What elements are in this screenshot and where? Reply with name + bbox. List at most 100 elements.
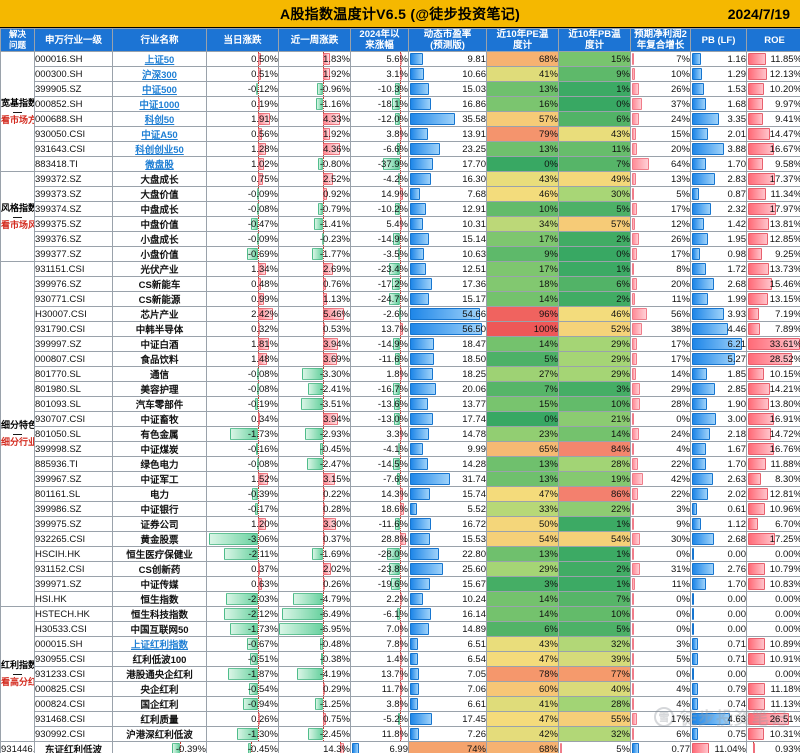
table-row[interactable]: 931790.CSI 中韩半导体 0.32% 0.53% 13.7% 56.50 100% 5… — [1, 321, 800, 337]
table-row[interactable]: H30007.CSI 芯片产业 2.42% 5.46% -2.6% 54.66 96% 46%… — [1, 306, 800, 322]
table-row[interactable]: 931233.CSI 港股通央企红利 -1.87% -4.19% 13.7% 7.05 78… — [1, 666, 800, 682]
cell-roe-value: 0.00% — [775, 623, 800, 635]
table-row[interactable]: 399967.SZ 中证军工 1.52% 3.15% -7.6% 31.74 13% 19% 4… — [1, 471, 800, 487]
table-row[interactable]: 000015.SH 上证红利指数 -0.67% -0.48% 7.8% 6.51 43% 32… — [1, 636, 800, 652]
table-row[interactable]: 801980.SL 美容护理 -0.08% -2.41% -16.7% 20.06 7% 3%… — [1, 381, 800, 397]
cell-roe: 14.47% — [746, 126, 800, 142]
table-row[interactable]: 399975.SZ 证券公司 1.20% 3.30% -11.6% 16.72 50% 1% 9… — [1, 516, 800, 532]
table-row[interactable]: 399373.SZ 大盘价值 -0.09% 0.92% 14.9% 7.68 46% 30% 5… — [1, 186, 800, 202]
table-row[interactable]: 宽基指数—看市场方向000016.SH上证500.50%1.83%5.6%9.8… — [0, 51, 800, 172]
cell-chg-ytd: -14.9% — [350, 231, 409, 247]
cell-roe-value: 16.91% — [769, 413, 800, 425]
cell-pe-temperature: 41% — [486, 696, 559, 712]
col-header-chg-day[interactable]: 当日涨跌 — [206, 28, 279, 52]
row-index-name[interactable]: 沪深300 — [112, 66, 207, 82]
row-index-name: 中证传媒 — [112, 576, 207, 592]
cell-pe-temperature: 54% — [486, 531, 559, 547]
col-header-pb-temp[interactable]: 近10年PB温 度计 — [558, 28, 631, 52]
cell-chg-day-value: -0.47% — [247, 218, 278, 230]
table-row[interactable]: 399376.SZ 小盘成长 -0.09% -0.23% -14.9% 15.14 17% 2… — [1, 231, 800, 247]
table-row[interactable]: 000688.SH 科创50 1.91% 4.33% -12.0% 35.58 57% 6% 2… — [1, 111, 800, 127]
table-row[interactable]: 399997.SZ 中证白酒 1.81% 3.94% -14.9% 18.47 14% 29%… — [1, 336, 800, 352]
col-header-chg-ytd[interactable]: 2024年以 来涨幅 — [350, 28, 409, 52]
col-header-roe[interactable]: ROE — [746, 28, 800, 52]
row-index-name[interactable]: 科创50 — [112, 111, 207, 127]
row-index-name[interactable]: 微盘股 — [112, 156, 207, 172]
table-row[interactable]: 000824.CSI 国企红利 -0.94% -1.25% 3.8% 6.61 41% 28%… — [1, 696, 800, 712]
table-row[interactable]: 000852.SH 中证1000 0.19% -1.16% -18.1% 16.86 16%… — [1, 96, 800, 112]
table-row[interactable]: 801093.SL 汽车零部件 -0.19% -3.51% -13.6% 13.77 15%… — [1, 396, 800, 412]
table-row[interactable]: 931446.CSI东证红利低波 -0.39% -0.45% 14.3% 6.9974%… — [0, 741, 800, 753]
table-row[interactable]: 399976.SZ CS新能车 0.48% 0.76% -17.2% 17.36 18% 6%… — [1, 276, 800, 292]
pb-temp-line1: 近10年PB温 — [568, 29, 621, 41]
cell-pb-temperature: 54% — [558, 531, 631, 547]
row-index-name[interactable]: 科创创业50 — [112, 141, 207, 157]
cell-chg-day-value: 1.34% — [251, 263, 278, 275]
table-row[interactable]: 801770.SL 通信 -0.08% -3.30% 1.8% 18.25 27% 29% 14… — [1, 366, 800, 382]
table-row[interactable]: 801050.SL 有色金属 -1.73% -2.93% 3.3% 14.78 23% 14%… — [1, 426, 800, 442]
cell-chg-ytd-value: -4.2% — [383, 173, 408, 185]
col-header-code[interactable]: 申万行业一级 — [34, 28, 113, 52]
table-row[interactable]: 399905.SZ 中证500 -0.12% -0.96% -10.3% 15.03 13%… — [1, 81, 800, 97]
row-index-name[interactable]: 中证1000 — [112, 96, 207, 112]
table-row[interactable]: 931643.CSI 科创创业50 1.28% 4.36% -6.6% 23.25 13% 1… — [1, 141, 800, 157]
cell-chg-day-value: -0.17% — [247, 503, 278, 515]
table-row[interactable]: 931152.CSI CS创新药 0.37% 2.02% -23.8% 25.60 29% 2… — [1, 561, 800, 577]
cell-chg-ytd-value: -37.9% — [377, 158, 408, 170]
cell-growth-2y-value: 4% — [676, 698, 690, 710]
table-row[interactable]: 885936.TI 绿色电力 -0.08% -2.47% -14.5% 14.28 13% 2… — [1, 456, 800, 472]
cell-pb-temperature: 1% — [558, 576, 631, 592]
col-header-group[interactable]: 解决 问题 — [0, 28, 35, 52]
table-row[interactable]: 930707.CSI 中证畜牧 0.34% 3.94% -13.0% 17.74 0% 21%… — [1, 411, 800, 427]
cell-pe-forward-value: 15.03 — [462, 83, 486, 95]
cell-chg-day: 1.52% — [206, 471, 279, 487]
table-row[interactable]: 000807.CSI 食品饮料 1.48% 3.69% -11.6% 18.50 5% 29%… — [1, 351, 800, 367]
table-row[interactable]: 883418.TI 微盘股 1.02% -0.80% -37.9% 17.70 0% 7% 64… — [1, 156, 800, 172]
table-row[interactable]: 红利指数—看高分红机会HSTECH.HK恒生科技指数-2.12%-6.49%-6… — [0, 606, 800, 742]
cell-chg-ytd: -7.6% — [350, 471, 409, 487]
table-row[interactable]: 801161.SL 电力 -0.39% 0.22% 14.3% 15.74 47% 86% 22… — [1, 486, 800, 502]
table-row[interactable]: 399377.SZ 小盘价值 -0.69% -1.77% -3.5% 10.63 9% 0% 1… — [1, 246, 800, 262]
col-header-growth[interactable]: 预期净利润2 年复合增长 — [630, 28, 691, 52]
table-row[interactable]: 930050.CSI 中证A50 0.56% 1.92% 3.8% 13.91 79% 43%… — [1, 126, 800, 142]
col-header-pb-lf[interactable]: PB (LF) — [690, 28, 747, 52]
table-row[interactable]: HSI.HK 恒生指数 -2.03% -4.79% 2.2% 10.24 14% 7% 0% 0.… — [1, 591, 800, 607]
table-row[interactable]: 风格指数—看市场风格399372.SZ大盘成长0.75%2.52%-4.2%16… — [0, 171, 800, 262]
col-header-pe-temp[interactable]: 近10年PE温 度计 — [486, 28, 559, 52]
cell-roe-value: 10.15% — [769, 368, 800, 380]
cell-pe-forward: 20.06 — [408, 381, 487, 397]
table-row[interactable]: 399971.SZ 中证传媒 0.63% 0.26% -19.6% 15.67 3% 1% 11… — [1, 576, 800, 592]
cell-growth-2y-value: 9% — [676, 518, 690, 530]
cell-growth-2y-value: 26% — [670, 83, 690, 95]
table-row[interactable]: 932265.CSI 黄金股票 -3.06% 0.37% 28.8% 15.53 54% 54… — [1, 531, 800, 547]
cell-ttm-roa-value: 0.93% — [775, 743, 800, 753]
table-row[interactable]: HSCIH.HK 恒生医疗保健业 -2.11% -1.69% -28.0% 22.80 13… — [1, 546, 800, 562]
cell-roe: 10.15% — [746, 366, 800, 382]
cell-roe: 0.00% — [746, 546, 800, 562]
row-index-name[interactable]: 中证500 — [112, 81, 207, 97]
table-row[interactable]: 399375.SZ 中盘价值 -0.47% -1.41% 5.4% 10.31 34% 57%… — [1, 216, 800, 232]
table-row[interactable]: 399986.SZ 中证银行 -0.17% 0.28% 18.6% 5.52 33% 22% 3… — [1, 501, 800, 517]
table-row[interactable]: 930992.CSI 沪港深红利低波 -1.30% -2.45% 11.8% 7.26 42… — [1, 726, 800, 742]
group-divider: — — [13, 211, 22, 222]
col-header-name[interactable]: 行业名称 — [112, 28, 207, 52]
row-index-name[interactable]: 上证50 — [112, 51, 207, 67]
table-row[interactable]: H30533.CSI 中国互联网50 -1.73% -6.95% 7.0% 14.89 6%… — [1, 621, 800, 637]
row-index-name: 证券公司 — [112, 516, 207, 532]
table-row[interactable]: 399374.SZ 中盘成长 -0.08% -0.79% -10.2% 12.91 10% 5… — [1, 201, 800, 217]
table-row[interactable]: 000825.CSI 央企红利 -0.54% 0.29% 11.7% 7.06 60% 40%… — [1, 681, 800, 697]
table-row[interactable]: 399998.SZ 中证煤炭 -0.16% -0.45% -4.1% 9.99 65% 84%… — [1, 441, 800, 457]
col-header-chg-week[interactable]: 近一周涨跌 — [278, 28, 351, 52]
col-header-pe-fwd[interactable]: 动态市盈率 (预测版) — [408, 28, 487, 52]
cell-chg-ytd: 14.9% — [350, 186, 409, 202]
table-row[interactable]: 细分特色行业—细分行业机会931151.CSI光伏产业1.34%2.69%-23… — [0, 261, 800, 607]
row-code: 930992.CSI — [34, 726, 113, 742]
row-index-name[interactable]: 中证A50 — [112, 126, 207, 142]
table-row[interactable]: 930955.CSI 红利低波100 -0.51% -0.38% 1.4% 6.54 47%… — [1, 651, 800, 667]
cell-pe-forward-value: 18.47 — [462, 338, 486, 350]
table-row[interactable]: 931468.CSI 红利质量 0.26% 0.75% -5.2% 17.45 47% 55%… — [1, 711, 800, 727]
cell-growth-2y-value: 0% — [676, 623, 690, 635]
table-row[interactable]: 000300.SH 沪深300 0.51% 1.92% 3.1% 10.66 41% 9% 10… — [1, 66, 800, 82]
table-row[interactable]: 930771.CSI CS新能源 0.99% 1.13% -24.7% 15.17 14% 2… — [1, 291, 800, 307]
row-index-name[interactable]: 上证红利指数 — [112, 636, 207, 652]
